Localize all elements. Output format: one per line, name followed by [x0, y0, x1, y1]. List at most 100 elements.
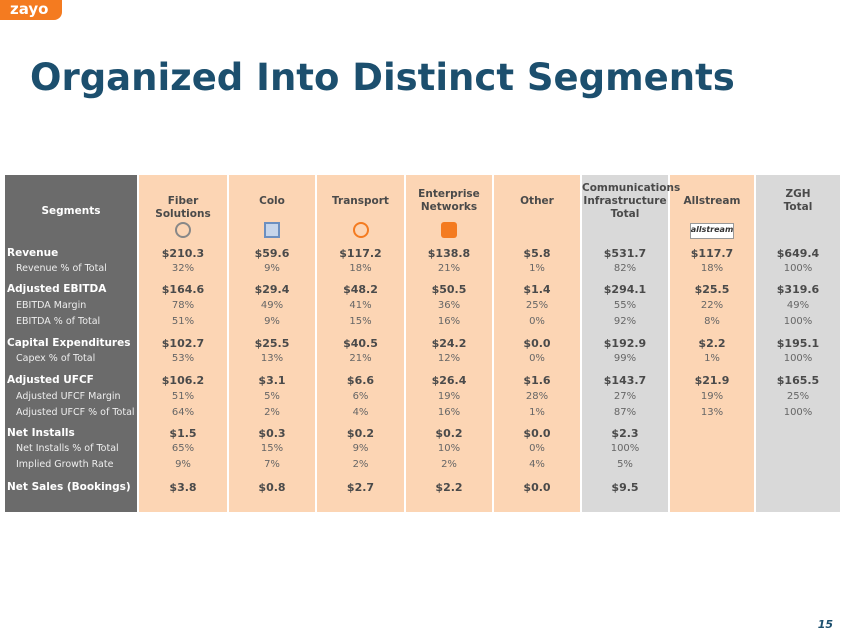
cell: $138.8: [427, 247, 471, 260]
cell: $3.8: [169, 481, 197, 494]
cell: 13%: [700, 407, 724, 418]
cell: $29.4: [254, 283, 290, 296]
cell: $0.2: [435, 427, 463, 440]
cell: 100%: [783, 316, 813, 327]
cell: 65%: [171, 443, 195, 454]
cell: $2.7: [346, 481, 375, 494]
cell: 100%: [610, 443, 640, 454]
cell: 0%: [529, 316, 545, 327]
cell: 36%: [437, 300, 461, 311]
cell: 82%: [613, 263, 637, 274]
cell: $0.2: [346, 427, 375, 440]
column-logo-box: [690, 223, 734, 239]
column-header: Total: [783, 201, 813, 213]
cell: $1.4: [523, 283, 551, 296]
row-label: Adjusted EBITDA: [7, 283, 107, 295]
cell: $0.0: [523, 481, 551, 494]
cell: $9.5: [611, 481, 639, 494]
column-icon: [352, 222, 369, 238]
slide-title: Organized Into Distinct Segments: [30, 56, 735, 99]
row-label: Revenue % of Total: [16, 263, 107, 274]
cell: 99%: [613, 353, 637, 364]
row-label: Net Installs % of Total: [16, 443, 119, 454]
row-label: Capital Expenditures: [7, 337, 131, 349]
cell: 25%: [525, 300, 549, 311]
cell: $106.2: [161, 374, 205, 387]
row-label: Adjusted UFCF % of Total: [16, 407, 135, 418]
cell: $102.7: [161, 337, 205, 350]
cell: $1.5: [169, 427, 197, 440]
column-header: Networks: [420, 201, 478, 213]
cell: 6%: [352, 391, 369, 402]
column-header: ZGH: [785, 188, 811, 200]
column-header: Transport: [332, 194, 389, 207]
cell: 8%: [704, 316, 720, 327]
cell: $531.7: [603, 247, 647, 260]
cell: $0.3: [258, 427, 286, 440]
cell: 2%: [441, 459, 457, 470]
column-background: [756, 175, 840, 512]
row-label: Adjusted UFCF: [7, 374, 94, 386]
cell: 13%: [260, 353, 284, 364]
cell: $294.1: [603, 283, 647, 296]
cell: 87%: [613, 407, 637, 418]
cell: 100%: [783, 407, 813, 418]
row-label: Implied Growth Rate: [16, 459, 114, 470]
cell: $117.7: [690, 247, 734, 260]
column-header: Allstream: [683, 194, 741, 207]
row-label: Net Sales (Bookings): [7, 481, 131, 493]
cell: 51%: [171, 391, 195, 402]
column-icon: [264, 222, 280, 238]
column-header: Communications: [582, 181, 681, 194]
cell: 5%: [264, 391, 280, 402]
cell: $164.6: [161, 283, 205, 296]
cell: $0.0: [523, 427, 551, 440]
cell: $1.6: [523, 374, 551, 387]
column-icon: [441, 222, 457, 238]
row-label: Adjusted UFCF Margin: [16, 391, 121, 402]
cell: $0.8: [258, 481, 286, 494]
cell: 2%: [264, 407, 280, 418]
cell: $195.1: [776, 337, 820, 350]
cell: 0%: [529, 353, 545, 364]
cell: 100%: [783, 263, 813, 274]
cell: 15%: [349, 316, 372, 327]
cell: $319.6: [776, 283, 820, 296]
cell: 64%: [171, 407, 195, 418]
cell: $25.5: [694, 283, 730, 296]
cell: 9%: [264, 263, 280, 274]
cell: 27%: [613, 391, 637, 402]
cell: 16%: [437, 316, 461, 327]
cell: $2.2: [698, 337, 726, 350]
column-background: [5, 175, 137, 512]
logo: zayo: [0, 0, 62, 20]
cell: 51%: [171, 316, 195, 327]
column-header: Other: [520, 194, 554, 207]
column-header: Fiber Solutions: [155, 194, 211, 220]
row-label: EBITDA Margin: [16, 300, 87, 311]
column-background: [494, 175, 580, 512]
column-icon: [175, 222, 191, 238]
cell: $165.5: [776, 374, 820, 387]
cell: $0.0: [523, 337, 551, 350]
cell: $26.4: [431, 374, 467, 387]
cell: 55%: [613, 300, 637, 311]
column-logo: allstream: [690, 225, 734, 234]
cell: 9%: [264, 316, 280, 327]
cell: 41%: [349, 300, 372, 311]
cell: 1%: [529, 263, 545, 274]
cell: 9%: [352, 443, 369, 454]
cell: 32%: [171, 263, 195, 274]
row-label: EBITDA % of Total: [16, 316, 101, 327]
cell: $59.6: [254, 247, 290, 260]
cell: 22%: [700, 300, 724, 311]
cell: 0%: [529, 443, 545, 454]
cell: $192.9: [603, 337, 647, 350]
row-label: Revenue: [7, 247, 59, 259]
cell: 4%: [529, 459, 545, 470]
cell: $143.7: [603, 374, 647, 387]
cell: $6.6: [346, 374, 375, 387]
column-header: Infrastructure: [583, 194, 667, 207]
column-header: Total: [610, 207, 640, 220]
